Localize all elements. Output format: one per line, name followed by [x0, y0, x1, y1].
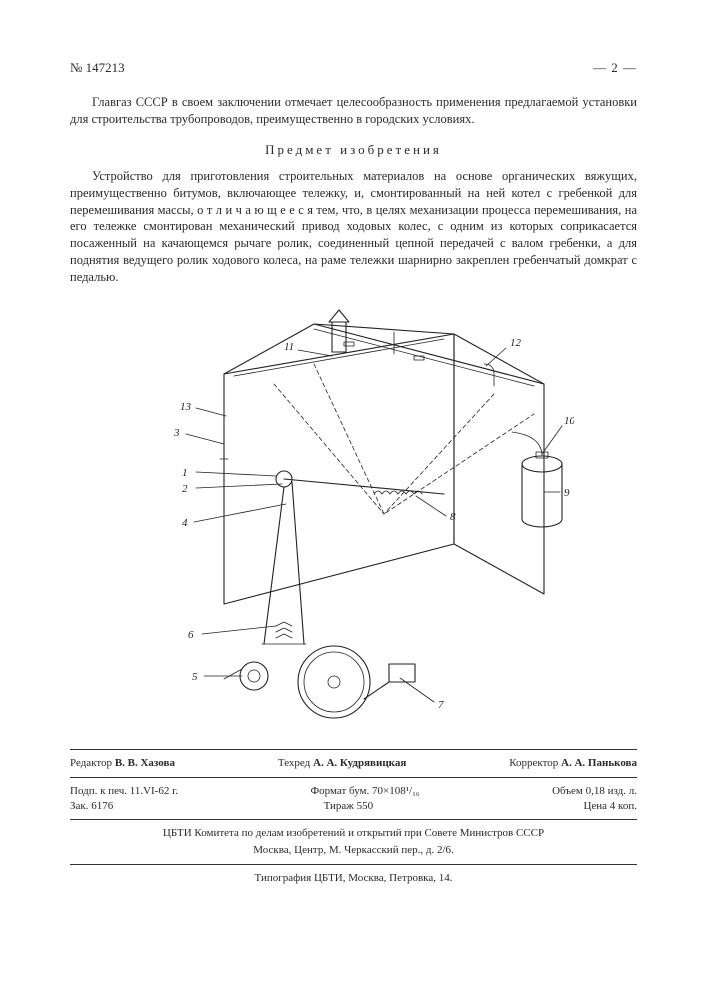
- callout-6: 6: [188, 629, 194, 641]
- patent-number: № 147213: [70, 60, 125, 76]
- figure: 1 2 3 4 5 6 7 8 9 10 11 12 13: [70, 304, 637, 729]
- claims-title: Предмет изобретения: [70, 142, 637, 158]
- sign-date: Подп. к печ. 11.VI-62 г.: [70, 784, 178, 799]
- callout-10: 10: [564, 415, 574, 427]
- intro-paragraph: Главгаз СССР в своем заключении отмечает…: [70, 94, 637, 128]
- callout-11: 11: [284, 341, 294, 353]
- format: Формат бум. 70×108¹/₁₆: [310, 784, 419, 799]
- volume: Объем 0,18 изд. л.: [552, 784, 637, 799]
- callout-8: 8: [450, 511, 456, 523]
- footer-block: Редактор В. В. Хазова Техред А. А. Кудря…: [70, 749, 637, 886]
- callout-1: 1: [182, 467, 188, 479]
- callout-12: 12: [510, 337, 522, 349]
- committee-line-2: Москва, Центр, М. Черкасский пер., д. 2/…: [70, 843, 637, 858]
- callout-7: 7: [438, 699, 444, 711]
- committee-line-1: ЦБТИ Комитета по делам изобретений и отк…: [70, 826, 637, 841]
- callout-9: 9: [564, 487, 570, 499]
- page-header: № 147213 — 2 —: [70, 60, 637, 76]
- callout-13: 13: [180, 401, 192, 413]
- page-number: — 2 —: [593, 60, 637, 76]
- order-number: Зак. 6176: [70, 799, 113, 814]
- editor: Редактор В. В. Хазова: [70, 756, 175, 771]
- callout-4: 4: [182, 517, 188, 529]
- tech-editor: Техред А. А. Кудрявицкая: [278, 756, 406, 771]
- print-run: Тираж 550: [324, 799, 374, 814]
- typography-line: Типография ЦБТИ, Москва, Петровка, 14.: [70, 871, 637, 886]
- callout-2: 2: [182, 483, 188, 495]
- claims-body: Устройство для приготовления строительны…: [70, 168, 637, 286]
- corrector: Корректор А. А. Панькова: [509, 756, 637, 771]
- callout-3: 3: [173, 427, 180, 439]
- technical-drawing: 1 2 3 4 5 6 7 8 9 10 11 12 13: [134, 304, 574, 724]
- price: Цена 4 коп.: [583, 799, 637, 814]
- callout-5: 5: [192, 671, 198, 683]
